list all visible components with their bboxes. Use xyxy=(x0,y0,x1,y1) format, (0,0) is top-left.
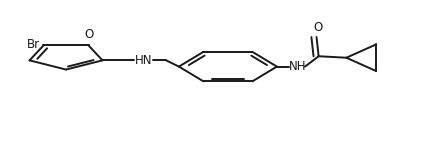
Text: O: O xyxy=(84,28,93,41)
Text: Br: Br xyxy=(27,38,40,51)
Text: NH: NH xyxy=(289,60,307,73)
Text: O: O xyxy=(313,21,322,34)
Text: HN: HN xyxy=(135,54,152,67)
